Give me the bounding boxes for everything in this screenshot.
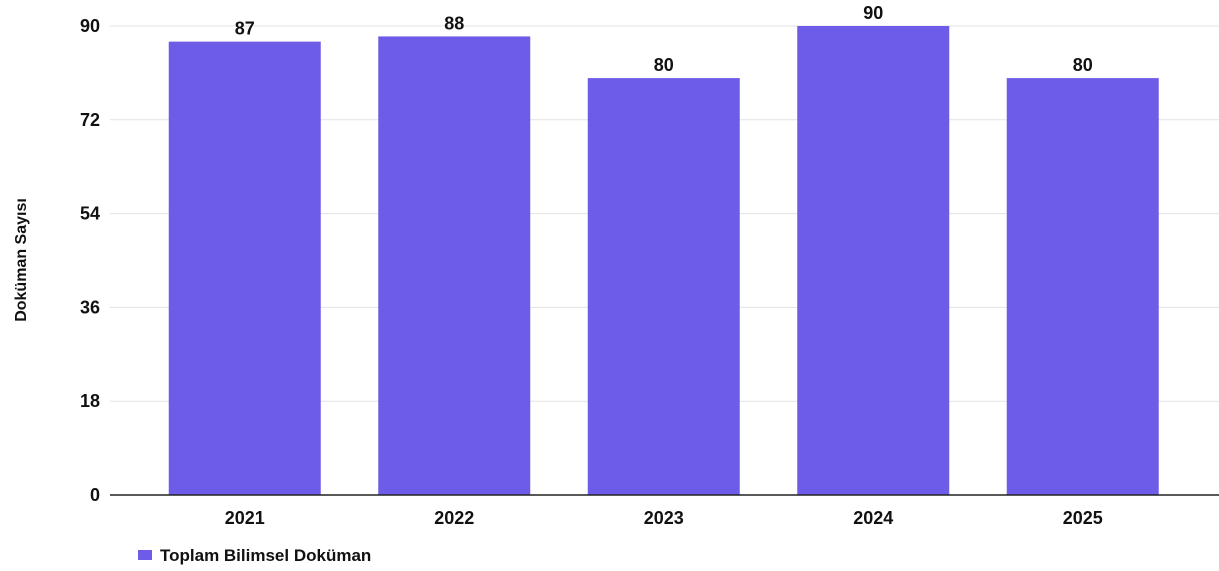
y-axis-label: Doküman Sayısı: [13, 198, 30, 322]
x-axis-ticks: 2021 2022 2023 2024 2025: [225, 508, 1103, 528]
legend-swatch: [138, 550, 152, 560]
bar-value-label: 80: [654, 55, 674, 75]
bar-2021[interactable]: [168, 41, 321, 496]
legend-label: Toplam Bilimsel Doküman: [160, 546, 371, 565]
bars: [168, 26, 1159, 496]
y-axis-ticks: 0 18 36 54 72 90: [80, 16, 100, 505]
bar-2022[interactable]: [378, 36, 531, 496]
bar-2024[interactable]: [797, 26, 950, 495]
bar-value-label: 80: [1073, 55, 1093, 75]
y-tick-label: 18: [80, 391, 100, 411]
y-tick-label: 72: [80, 110, 100, 130]
y-tick-label: 90: [80, 16, 100, 36]
data-labels: 87 88 80 90 80: [235, 3, 1093, 75]
y-tick-label: 36: [80, 297, 100, 317]
y-tick-label: 54: [80, 204, 100, 224]
x-tick-label: 2024: [853, 508, 893, 528]
x-tick-label: 2025: [1063, 508, 1103, 528]
bar-2025[interactable]: [1006, 78, 1159, 495]
x-tick-label: 2021: [225, 508, 265, 528]
y-tick-label: 0: [90, 485, 100, 505]
bar-2023[interactable]: [587, 78, 740, 495]
x-tick-label: 2023: [644, 508, 684, 528]
bar-value-label: 88: [444, 13, 464, 33]
x-tick-label: 2022: [434, 508, 474, 528]
bar-value-label: 90: [863, 3, 883, 23]
bar-value-label: 87: [235, 19, 255, 39]
legend: Toplam Bilimsel Doküman: [138, 546, 371, 565]
